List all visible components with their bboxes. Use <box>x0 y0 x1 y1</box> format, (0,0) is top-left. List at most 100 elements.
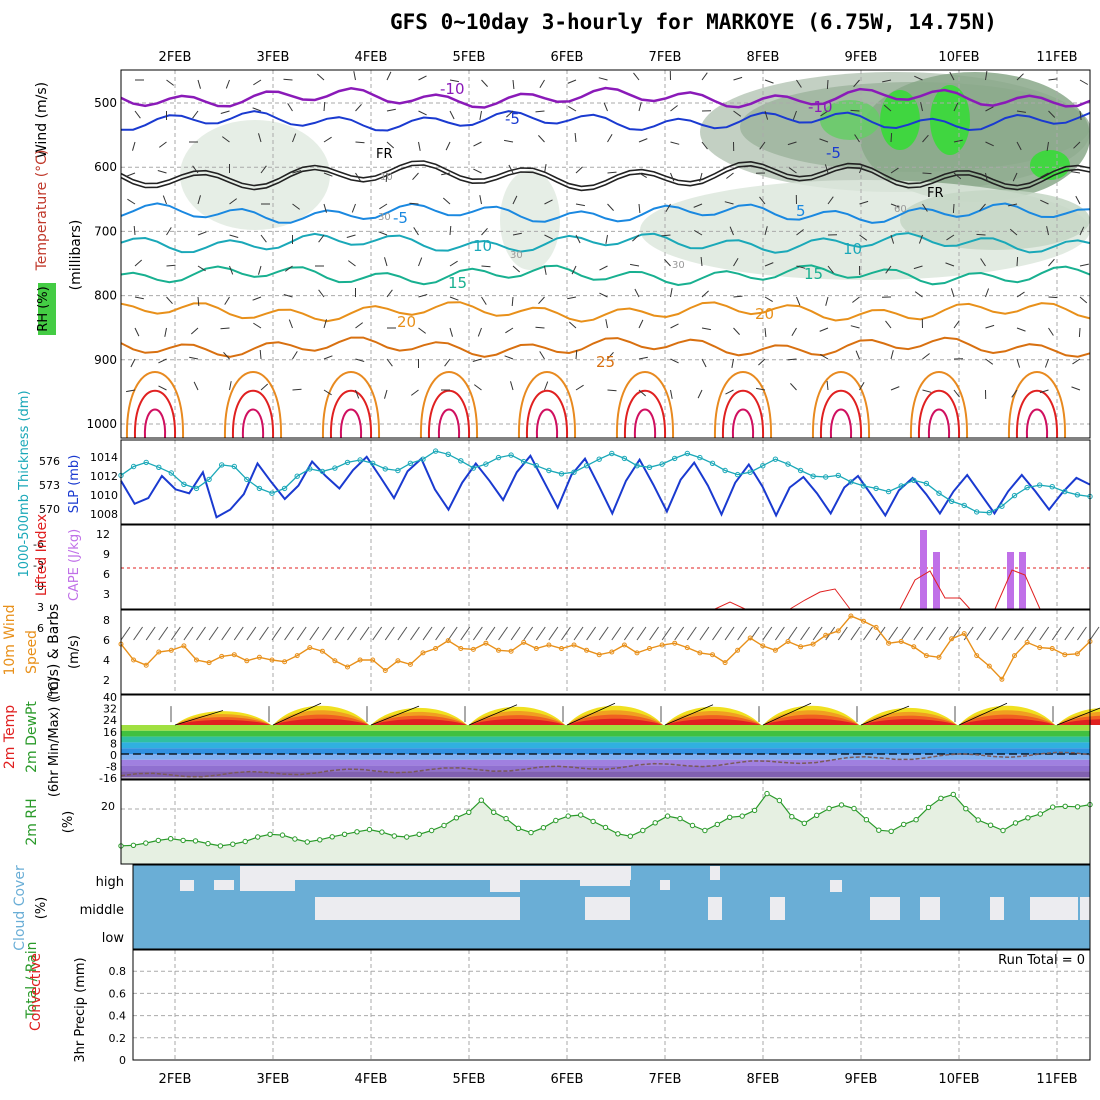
wind-barb <box>386 289 393 298</box>
hot-contour <box>339 408 363 439</box>
wind10-point <box>735 647 741 653</box>
wind-barb <box>953 139 963 143</box>
thickness-tick: 570 <box>39 503 60 516</box>
wind-barb <box>481 227 488 236</box>
wind-barb <box>1048 78 1058 81</box>
wind10-barb <box>787 626 798 641</box>
wind10-point <box>382 668 388 673</box>
temp-hump <box>371 719 467 725</box>
temp-hump <box>861 719 957 725</box>
rh-point <box>1050 804 1056 810</box>
wind10-barb <box>837 626 848 641</box>
bottom-date-label: 6FEB <box>551 1072 584 1087</box>
wind10-barb <box>1026 626 1037 641</box>
thickness-point <box>558 471 565 477</box>
wind-barb <box>670 358 679 364</box>
rh-point <box>814 812 820 818</box>
thickness-point <box>281 485 288 492</box>
rh-point <box>727 814 733 820</box>
cloud-gap <box>660 880 670 890</box>
wind-barb <box>694 229 703 236</box>
wind-barb <box>355 322 364 329</box>
wind10-point <box>886 640 892 646</box>
isotherm-label: -5 <box>393 209 408 227</box>
thickness-point <box>546 467 552 474</box>
run-total-label: Run Total = 0 <box>998 953 1085 968</box>
wind10-barb <box>170 626 181 641</box>
wind10-barb <box>900 626 911 641</box>
rh-point <box>652 820 658 826</box>
wind-barb <box>481 265 491 268</box>
wind10-barb <box>372 626 383 641</box>
cloud-gap <box>710 866 720 880</box>
temp-max-whisker <box>566 702 616 726</box>
wind-barb <box>258 133 262 143</box>
wind-barb <box>764 327 767 338</box>
rh-panel-frame <box>120 779 1091 865</box>
wind-barb <box>670 141 680 145</box>
thickness-point <box>734 471 741 478</box>
isotherm-line <box>121 110 1091 132</box>
wind-barb <box>192 165 199 174</box>
wind-barb <box>1079 263 1089 267</box>
rh-point <box>515 825 522 831</box>
wind-barb <box>953 320 960 329</box>
wind-barb <box>197 265 206 272</box>
wind10-point <box>508 648 514 654</box>
freezing-level-line <box>120 160 1091 188</box>
rh-point <box>615 831 621 837</box>
wind-barb <box>1079 110 1082 120</box>
wind10-point <box>584 647 590 653</box>
bottom-date-label: 3FEB <box>257 1072 290 1087</box>
wind10-point <box>898 639 904 644</box>
thickness-point <box>848 479 854 485</box>
thickness-point <box>521 458 527 465</box>
wind-barb <box>733 258 739 267</box>
wind10-point <box>168 647 174 653</box>
thickness-point <box>999 503 1005 509</box>
wind-barb <box>890 203 900 208</box>
wind-barb <box>1040 172 1049 178</box>
wind10-point <box>571 642 577 648</box>
wind-barb <box>166 264 176 267</box>
rh-contour-label: 30 <box>672 260 685 271</box>
wind-barb <box>733 327 740 335</box>
wind-barb <box>827 196 834 205</box>
mb-tick-label: 800 <box>94 289 117 303</box>
wind-barb <box>575 384 584 391</box>
hot-contour <box>819 389 863 439</box>
bottom-date-label: 4FEB <box>355 1072 388 1087</box>
wind-barb <box>260 165 267 174</box>
wind-tick: 2 <box>103 674 110 687</box>
page-title: GFS 0~10day 3-hourly for MARKOYE (6.75W,… <box>390 10 997 34</box>
wind-barb <box>166 227 172 236</box>
wind-barb <box>882 79 892 83</box>
wind-barb <box>538 135 545 143</box>
temp-band <box>121 725 1090 731</box>
rh-point <box>702 827 708 834</box>
wind-barb <box>607 203 614 211</box>
wind10-point <box>710 652 715 658</box>
top-date-label: 9FEB <box>845 50 878 65</box>
wind10-point <box>596 652 602 658</box>
rh-point <box>379 829 385 835</box>
wind-barb <box>481 296 487 305</box>
wind10-barb <box>661 626 672 641</box>
wind-barb <box>605 234 608 244</box>
wind10-point <box>609 649 615 655</box>
ylabel-rh: RH (%) <box>36 286 51 331</box>
wind-barb <box>758 358 766 366</box>
rh-point <box>838 802 845 808</box>
wind10-barb <box>1051 626 1062 641</box>
thickness-point <box>823 474 829 480</box>
thickness-point <box>672 455 678 462</box>
wind10-barb <box>133 626 143 641</box>
thickness-point <box>269 490 275 496</box>
wind-barb <box>260 234 267 243</box>
hot-contour <box>241 408 265 439</box>
wind-barb <box>418 294 428 298</box>
wind-barb <box>316 73 325 81</box>
thickness-point <box>219 462 225 468</box>
warm-contour <box>419 371 479 439</box>
wind-barb <box>1073 141 1081 149</box>
